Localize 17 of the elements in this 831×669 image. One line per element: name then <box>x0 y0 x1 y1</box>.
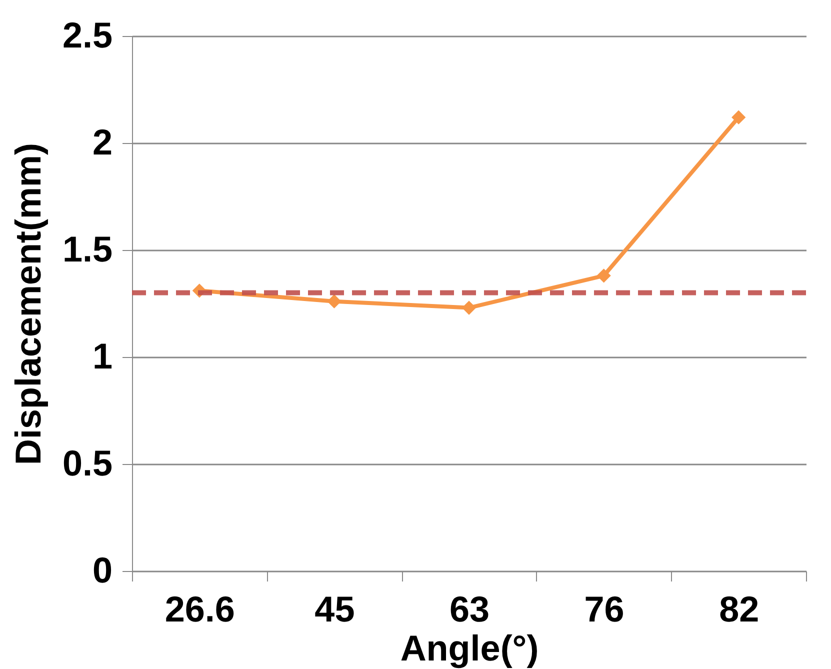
y-tick-label: 1 <box>92 336 112 376</box>
y-tick-label: 2.5 <box>62 14 112 56</box>
x-tick-label: 76 <box>584 588 624 630</box>
y-axis-title: Displacement(mm) <box>7 142 48 466</box>
x-tick-label: 63 <box>449 588 490 630</box>
y-tick-label: 0.5 <box>62 442 112 484</box>
x-tick-label: 45 <box>314 588 355 630</box>
point <box>596 268 611 283</box>
x-axis-title: Angle(°) <box>400 628 539 668</box>
x-tick-label: 82 <box>719 588 760 630</box>
point <box>462 300 476 315</box>
point <box>327 294 342 308</box>
y-tick-label: 1.5 <box>62 228 112 270</box>
y-tick-label: 2 <box>92 122 112 162</box>
y-tick-label: 0 <box>92 550 112 590</box>
x-tick-label: 26.6 <box>164 588 235 630</box>
point <box>732 110 746 124</box>
